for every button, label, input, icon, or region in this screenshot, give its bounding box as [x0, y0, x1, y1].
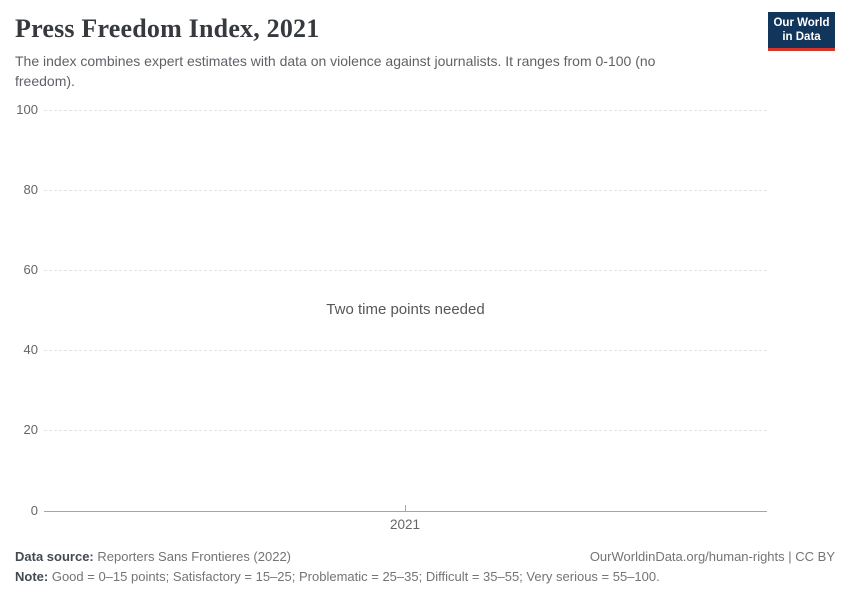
footer-note-row: Note: Good = 0–15 points; Satisfactory =… [15, 568, 835, 585]
owid-url-link[interactable]: OurWorldinData.org/human-rights [589, 549, 785, 564]
xtick-mark-2021 [405, 505, 406, 512]
ytick-label-100: 100 [16, 102, 38, 117]
gridline-60 [44, 270, 767, 271]
owid-logo-line1: Our World [773, 17, 830, 29]
empty-chart-message: Two time points needed [326, 301, 485, 318]
gridline-20 [44, 430, 767, 431]
xtick-label-2021: 2021 [389, 517, 421, 532]
ytick-label-80: 80 [23, 182, 38, 197]
ytick-label-60: 60 [23, 262, 38, 277]
footer-rights: OurWorldinData.org/human-rights | CC BY [590, 548, 835, 565]
owid-logo[interactable]: Our World in Data [768, 12, 835, 51]
data-source-value[interactable]: Reporters Sans Frontieres (2022) [93, 549, 292, 564]
data-source-label: Data source: [15, 549, 94, 564]
footer-source-row: Data source: Reporters Sans Frontieres (… [15, 548, 835, 565]
ytick-label-0: 0 [30, 503, 38, 518]
gridline-40 [44, 350, 767, 351]
gridline-100 [44, 110, 767, 111]
gridline-80 [44, 190, 767, 191]
page-title: Press Freedom Index, 2021 [15, 14, 320, 43]
ytick-label-40: 40 [23, 342, 38, 357]
ytick-label-20: 20 [23, 422, 38, 437]
note-label: Note: [15, 569, 49, 584]
x-axis-line [44, 511, 767, 512]
chart-subtitle: The index combines expert estimates with… [15, 53, 656, 89]
note-value: Good = 0–15 points; Satisfactory = 15–25… [48, 569, 660, 584]
owid-logo-line2: in Data [782, 31, 821, 43]
license-text: | CC BY [784, 549, 835, 564]
